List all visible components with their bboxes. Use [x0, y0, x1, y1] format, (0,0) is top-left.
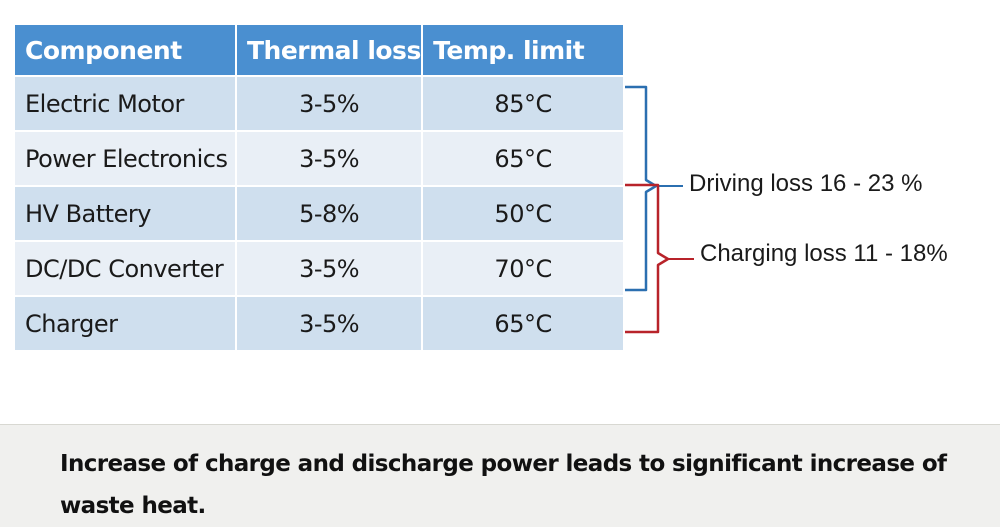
cell-thermal-loss: 3-5%	[236, 295, 424, 350]
thermal-loss-table: Component Thermal loss Temp. limit Elect…	[15, 25, 623, 350]
loss-brackets	[625, 85, 694, 334]
cell-component: DC/DC Converter	[15, 240, 237, 295]
cell-temp-limit: 70°C	[423, 240, 623, 295]
table-row: DC/DC Converter 3-5% 70°C	[15, 240, 623, 295]
header-temp-limit: Temp. limit	[423, 25, 623, 75]
cell-thermal-loss: 3-5%	[236, 130, 424, 185]
header-component: Component	[15, 25, 237, 75]
driving-loss-bracket	[625, 85, 658, 292]
table-row: Power Electronics 3-5% 65°C	[15, 130, 623, 185]
footer-band: Increase of charge and discharge power l…	[0, 424, 1000, 527]
header-thermal-loss: Thermal loss	[236, 25, 424, 75]
cell-component: HV Battery	[15, 185, 237, 240]
footer-statement: Increase of charge and discharge power l…	[60, 451, 947, 519]
table-row: HV Battery 5-8% 50°C	[15, 185, 623, 240]
table-row: Charger 3-5% 65°C	[15, 295, 623, 350]
cell-temp-limit: 65°C	[423, 130, 623, 185]
cell-thermal-loss: 5-8%	[236, 185, 424, 240]
cell-temp-limit: 85°C	[423, 75, 623, 130]
cell-temp-limit: 50°C	[423, 185, 623, 240]
table-header-row: Component Thermal loss Temp. limit	[15, 25, 623, 75]
cell-component: Electric Motor	[15, 75, 237, 130]
cell-thermal-loss: 3-5%	[236, 75, 424, 130]
cell-temp-limit: 65°C	[423, 295, 623, 350]
driving-loss-label: Driving loss 16 - 23 %	[689, 170, 923, 197]
charging-loss-label: Charging loss 11 - 18%	[700, 240, 948, 267]
cell-thermal-loss: 3-5%	[236, 240, 424, 295]
cell-component: Power Electronics	[15, 130, 237, 185]
table-row: Electric Motor 3-5% 85°C	[15, 75, 623, 130]
slide-content: Component Thermal loss Temp. limit Elect…	[15, 25, 948, 350]
cell-component: Charger	[15, 295, 237, 350]
